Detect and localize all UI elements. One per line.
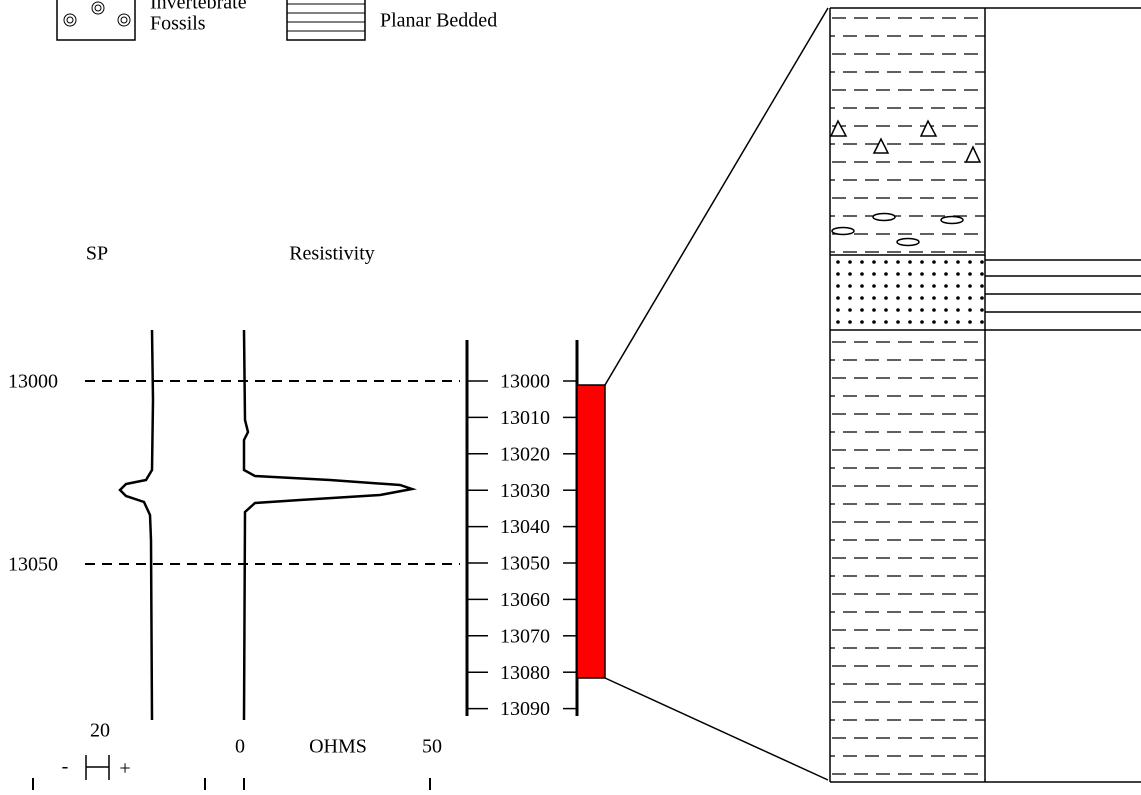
legend-label: Fossils — [150, 13, 206, 35]
depth-marker-label: 13050 — [8, 554, 58, 576]
depth-label: 13060 — [500, 589, 550, 611]
sandstone — [830, 255, 985, 330]
depth-label: 13040 — [500, 516, 550, 538]
scale-label: - — [62, 756, 69, 778]
legend-label: Invertebrate — [150, 0, 247, 14]
depth-label: 13010 — [500, 407, 550, 429]
depth-marker-line — [85, 381, 460, 564]
planar-lines — [287, 4, 365, 31]
depth-scale: 13000 13010 13020 13030 13040 13050 13060 13070… — [467, 371, 577, 721]
cored-interval — [577, 385, 605, 678]
diagram: Invertebrate Fossils Planar Bedded SP Re… — [0, 0, 1141, 790]
log-title: Resistivity — [289, 243, 375, 265]
depth-label: 13000 — [500, 371, 550, 393]
planar-swatch — [287, 0, 365, 40]
legend-label: Planar Bedded — [380, 10, 497, 32]
sp-scale-bar — [86, 755, 109, 780]
depth-marker-label: 13000 — [8, 371, 58, 393]
scale-label: + — [119, 758, 130, 780]
depth-label: 13020 — [500, 443, 550, 465]
scale-ticks — [33, 778, 430, 790]
depth-label: 13050 — [500, 553, 550, 575]
log-title: SP — [86, 243, 108, 265]
fossil-icons — [64, 2, 130, 26]
depth-label: 13070 — [500, 625, 550, 647]
legend: Invertebrate Fossils Planar Bedded — [57, 0, 497, 40]
zoom-lines — [605, 8, 828, 780]
sp-curve — [120, 330, 153, 720]
depth-label: 13080 — [500, 662, 550, 684]
scale-label: 20 — [90, 720, 110, 742]
depth-label: 13090 — [500, 698, 550, 720]
shale-lower — [830, 330, 985, 782]
scale-label: 0 — [235, 736, 245, 758]
planar-bedding — [985, 260, 1141, 330]
scale-label: OHMS — [309, 736, 367, 758]
page: {"legend": {"items": [{"label": ["Invert… — [0, 0, 1141, 790]
scale-label: 50 — [422, 736, 442, 758]
depth-label: 13030 — [500, 480, 550, 502]
resistivity-curve — [244, 330, 412, 720]
